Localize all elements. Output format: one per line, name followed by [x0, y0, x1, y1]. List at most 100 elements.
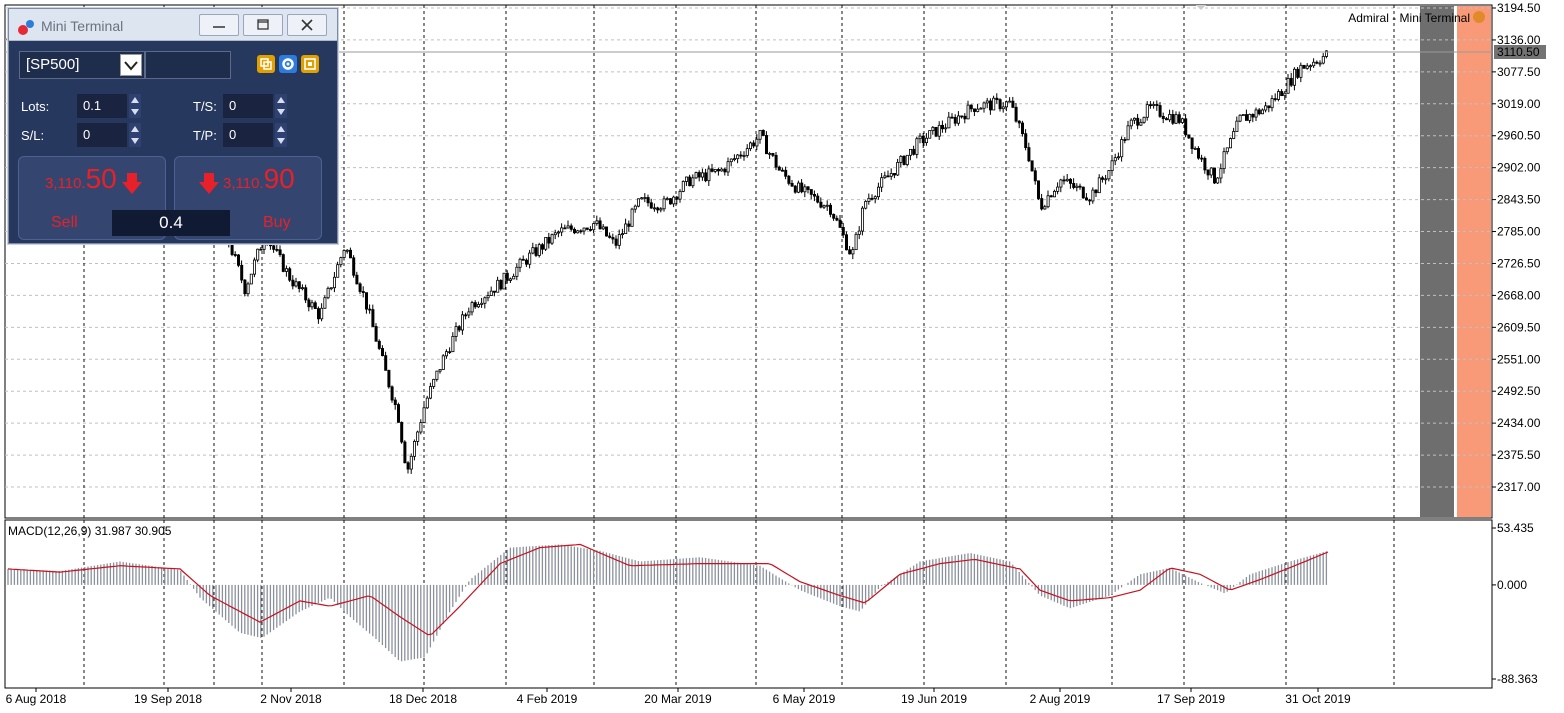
increment-button[interactable]: [129, 123, 141, 135]
candle-down: [793, 185, 797, 193]
candle-down: [912, 148, 916, 155]
candle-up: [1117, 156, 1121, 159]
candle-down: [361, 291, 365, 294]
candle-down: [1069, 178, 1073, 184]
close-button[interactable]: [287, 14, 327, 36]
candle-down: [784, 169, 788, 177]
candle-down: [1155, 104, 1159, 106]
date-axis-label: 6 Aug 2018: [6, 692, 67, 706]
current-price-label: 3110.50: [1497, 45, 1540, 59]
candle-up: [944, 127, 948, 130]
candle-up: [1043, 206, 1047, 210]
candle-up: [979, 107, 983, 110]
symbol-dropdown[interactable]: [SP500]: [19, 51, 145, 79]
candle-down: [656, 207, 660, 211]
lots-input[interactable]: 0.1: [77, 94, 127, 118]
candle-up: [342, 250, 346, 258]
candle-down: [697, 172, 701, 178]
candle-up: [1181, 118, 1185, 123]
title-bar[interactable]: Mini Terminal: [9, 9, 337, 41]
candle-up: [1113, 157, 1117, 162]
price-axis-label: 3019.00: [1497, 97, 1541, 111]
arrow-up-icon: [277, 97, 285, 103]
candle-up: [1091, 189, 1095, 202]
candle-up: [1264, 105, 1268, 111]
candle-down: [806, 186, 810, 190]
decrement-button[interactable]: [275, 106, 287, 118]
macd-axis-label: 0.000: [1497, 578, 1527, 592]
tp-input[interactable]: 0: [223, 123, 273, 147]
candle-up: [432, 378, 436, 387]
candle-up: [736, 154, 740, 160]
decrement-button[interactable]: [275, 135, 287, 147]
macd-panel[interactable]: [4, 519, 1493, 689]
expand-button[interactable]: [301, 55, 319, 73]
candle-up: [1293, 68, 1297, 86]
candle-down: [406, 462, 410, 470]
sl-input[interactable]: 0: [77, 123, 127, 147]
decrement-button[interactable]: [129, 106, 141, 118]
candle-down: [1187, 134, 1191, 139]
candle-up: [320, 307, 324, 320]
candle-down: [233, 254, 237, 256]
candle-down: [547, 237, 551, 244]
arrow-up-icon: [131, 126, 139, 132]
candle-up: [1075, 185, 1079, 188]
candle-down: [704, 172, 708, 182]
arrow-down-icon: [277, 109, 285, 115]
minimize-button[interactable]: [199, 14, 239, 36]
increment-button[interactable]: [129, 94, 141, 106]
increment-button[interactable]: [275, 123, 287, 135]
candle-up: [905, 154, 909, 165]
candle-down: [1149, 104, 1153, 107]
candle-down: [1158, 105, 1162, 117]
macd-axis-label: 53.435: [1497, 521, 1534, 535]
increment-button[interactable]: [275, 94, 287, 106]
candle-up: [691, 177, 695, 187]
ts-label: T/S:: [193, 99, 217, 114]
candle-down: [1213, 167, 1217, 184]
candle-up: [992, 97, 996, 111]
copy-button[interactable]: [257, 55, 275, 73]
tp-stepper[interactable]: [275, 123, 287, 147]
expert-icon[interactable]: [1473, 11, 1485, 23]
admiral-logo-icon: [18, 20, 34, 35]
date-axis-label: 20 Mar 2019: [644, 692, 712, 706]
candle-up: [957, 115, 961, 124]
candle-up: [985, 100, 989, 104]
decrement-button[interactable]: [129, 135, 141, 147]
candle-down: [739, 154, 743, 157]
buy-price-big: 90: [263, 163, 295, 194]
candle-down: [1088, 199, 1092, 202]
candle-up: [797, 182, 801, 193]
candle-up: [550, 234, 554, 244]
candle-up: [918, 135, 922, 140]
candle-down: [1094, 189, 1098, 194]
ts-input[interactable]: 0: [223, 94, 273, 118]
volume-field[interactable]: 0.4: [112, 210, 230, 236]
sl-stepper[interactable]: [129, 123, 141, 147]
candle-down: [845, 234, 849, 251]
candle-down: [1024, 133, 1028, 148]
candle-up: [685, 176, 689, 182]
settings-button[interactable]: [279, 55, 297, 73]
candle-down: [1017, 120, 1021, 124]
lots-stepper[interactable]: [129, 94, 141, 118]
restore-button[interactable]: [243, 14, 283, 36]
candle-up: [915, 138, 919, 155]
candle-up: [931, 126, 935, 131]
candle-down: [1257, 109, 1261, 115]
candle-up: [640, 197, 644, 200]
candle-down: [717, 169, 721, 172]
ts-stepper[interactable]: [275, 94, 287, 118]
dropdown-arrow-button[interactable]: [120, 54, 142, 76]
candle-down: [813, 194, 817, 197]
candle-down: [841, 227, 845, 236]
candle-down: [771, 153, 775, 156]
candle-up: [707, 168, 711, 182]
orange-zone: [1457, 6, 1491, 517]
minimize-icon: [213, 26, 225, 28]
candle-up: [909, 148, 913, 156]
mini-terminal-panel[interactable]: Mini Terminal [SP500] Lots: 0.1: [8, 8, 338, 244]
